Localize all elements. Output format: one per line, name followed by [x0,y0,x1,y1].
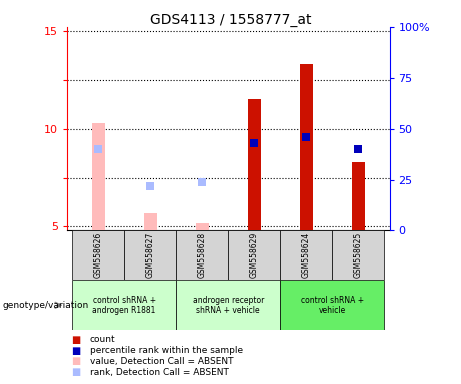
FancyBboxPatch shape [176,230,228,280]
Text: GDS4113 / 1558777_at: GDS4113 / 1558777_at [150,13,311,27]
Text: genotype/variation: genotype/variation [2,301,89,310]
Text: GSM558627: GSM558627 [146,232,154,278]
Text: androgen receptor
shRNA + vehicle: androgen receptor shRNA + vehicle [193,296,264,315]
Text: control shRNA +
vehicle: control shRNA + vehicle [301,296,364,315]
Point [302,134,310,140]
Bar [92,123,105,230]
Point [199,179,206,185]
Text: ■: ■ [71,367,81,377]
FancyBboxPatch shape [280,230,332,280]
Bar [195,223,209,230]
Text: rank, Detection Call = ABSENT: rank, Detection Call = ABSENT [90,367,229,377]
Point [355,146,362,152]
Point [250,140,258,146]
Point [147,182,154,189]
Text: GSM558624: GSM558624 [302,232,311,278]
Text: value, Detection Call = ABSENT: value, Detection Call = ABSENT [90,357,233,366]
FancyBboxPatch shape [124,230,176,280]
Bar [352,162,365,230]
Bar [300,64,313,230]
FancyBboxPatch shape [280,280,384,330]
Text: ■: ■ [71,335,81,345]
Text: ■: ■ [71,356,81,366]
Text: ■: ■ [71,346,81,356]
FancyBboxPatch shape [72,280,176,330]
Text: GSM558629: GSM558629 [250,232,259,278]
Text: GSM558626: GSM558626 [94,232,103,278]
FancyBboxPatch shape [332,230,384,280]
Bar [248,99,261,230]
FancyBboxPatch shape [176,280,280,330]
Text: count: count [90,335,116,344]
Text: control shRNA +
androgen R1881: control shRNA + androgen R1881 [92,296,156,315]
Point [95,146,102,152]
Bar [144,213,157,230]
FancyBboxPatch shape [72,230,124,280]
FancyBboxPatch shape [228,230,280,280]
Text: GSM558628: GSM558628 [198,232,207,278]
Text: GSM558625: GSM558625 [354,232,363,278]
Text: percentile rank within the sample: percentile rank within the sample [90,346,243,355]
